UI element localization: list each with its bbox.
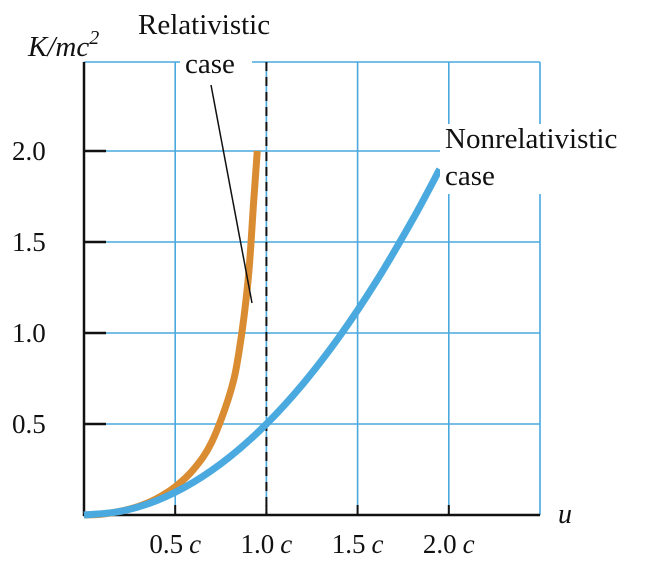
y-tick-label: 2.0 (12, 136, 46, 166)
y-axis-label: K/mc2 (27, 27, 99, 63)
x-tick-label: 1.0 c (241, 529, 293, 559)
nonrelativistic-annotation-bg (440, 124, 650, 194)
relativistic-annotation-line2: case (185, 48, 235, 80)
axes (82, 62, 540, 517)
x-tick-label: 0.5 c (149, 529, 201, 559)
nonrelativistic-annotation-line1: Nonrelativistic (445, 123, 617, 155)
y-tick-label: 1.5 (12, 227, 46, 257)
x-tick-label: 1.5 c (332, 529, 384, 559)
y-tick-label: 1.0 (12, 318, 46, 348)
y-tick-label: 0.5 (12, 409, 46, 439)
nonrelativistic-annotation-line2: case (445, 160, 495, 192)
tick-labels: 0.5 1.0 1.5 2.0 0.5 c 1.0 c 1.5 c 2.0 c (12, 136, 475, 559)
relativistic-annotation-line1: Relativistic (138, 9, 270, 41)
relativistic-annotation-bg (180, 50, 252, 80)
x-axis-label: u (558, 499, 572, 530)
relativistic-pointer-line (210, 84, 253, 304)
nonrelativistic-curve (83, 167, 443, 519)
x-tick-label: 2.0 c (423, 529, 475, 559)
